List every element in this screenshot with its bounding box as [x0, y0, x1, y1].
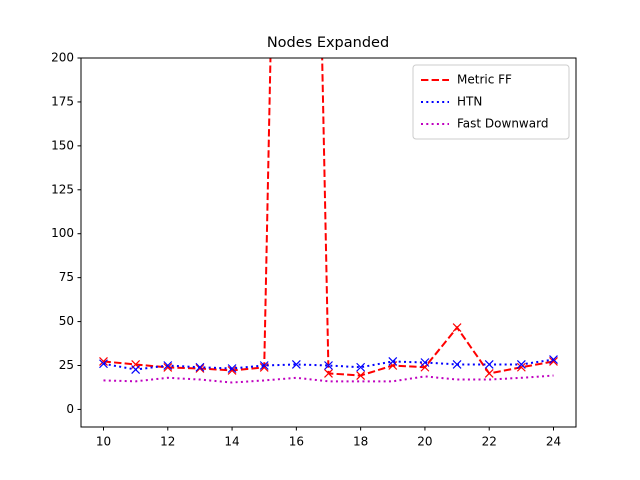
data-point — [163, 363, 173, 372]
plot-area — [99, 58, 558, 384]
data-point — [195, 364, 205, 373]
y-tick-label: 75 — [59, 270, 74, 284]
data-point — [516, 362, 526, 372]
x-tick-label: 14 — [224, 435, 239, 449]
data-point — [324, 368, 333, 378]
series-line — [103, 358, 554, 371]
data-point — [452, 360, 462, 369]
data-point — [324, 361, 333, 370]
data-point — [549, 355, 558, 364]
series-line — [103, 58, 554, 377]
legend-label: HTN — [457, 95, 482, 109]
y-tick-label: 150 — [51, 138, 74, 152]
y-tick-label: 0 — [66, 402, 74, 416]
data-point — [484, 360, 494, 369]
data-point — [99, 357, 108, 366]
data-point — [227, 365, 237, 375]
y-tick-label: 50 — [59, 314, 74, 328]
data-point — [195, 362, 205, 372]
data-point — [388, 357, 398, 366]
y-tick-label: 125 — [51, 182, 74, 196]
axes-frame — [80, 57, 577, 428]
data-point — [516, 360, 526, 369]
data-point — [549, 357, 558, 366]
legend: Metric FF HTN Fast Downward — [412, 64, 570, 140]
y-tick-label: 25 — [59, 358, 74, 372]
data-point — [163, 361, 173, 370]
x-tick-label: 22 — [482, 435, 497, 449]
legend-label: Metric FF — [457, 73, 512, 87]
x-tick-label: 20 — [417, 435, 432, 449]
x-tick-label: 16 — [289, 435, 304, 449]
y-tick-label: 200 — [51, 51, 74, 65]
data-point — [259, 361, 269, 370]
y-tick-label: 100 — [51, 226, 74, 240]
data-point — [452, 323, 462, 332]
legend-label: Fast Downward — [457, 117, 548, 131]
data-point — [356, 362, 366, 372]
legend-frame — [412, 64, 570, 140]
x-tick-label: 10 — [96, 435, 111, 449]
x-tick-label: 12 — [160, 435, 175, 449]
data-point — [99, 359, 108, 369]
data-point — [484, 368, 494, 378]
x-tick-label: 18 — [353, 435, 368, 449]
data-point — [420, 358, 430, 367]
chart-title: Nodes Expanded — [267, 35, 389, 51]
data-point — [356, 371, 366, 380]
series-line — [103, 374, 554, 384]
y-tick-label: 175 — [51, 94, 74, 108]
data-point — [291, 360, 301, 369]
x-tick-label: 24 — [546, 435, 561, 449]
data-point — [131, 365, 141, 374]
data-point — [227, 364, 237, 373]
